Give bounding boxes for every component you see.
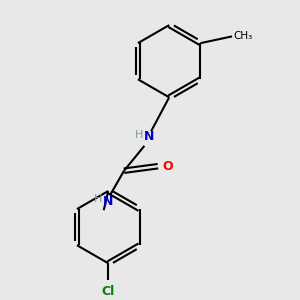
Text: O: O xyxy=(162,160,173,173)
Text: H: H xyxy=(94,194,103,204)
Text: N: N xyxy=(103,195,113,208)
Text: Cl: Cl xyxy=(102,285,115,298)
Text: N: N xyxy=(144,130,154,143)
Text: CH₃: CH₃ xyxy=(233,32,253,41)
Text: H: H xyxy=(135,130,143,140)
